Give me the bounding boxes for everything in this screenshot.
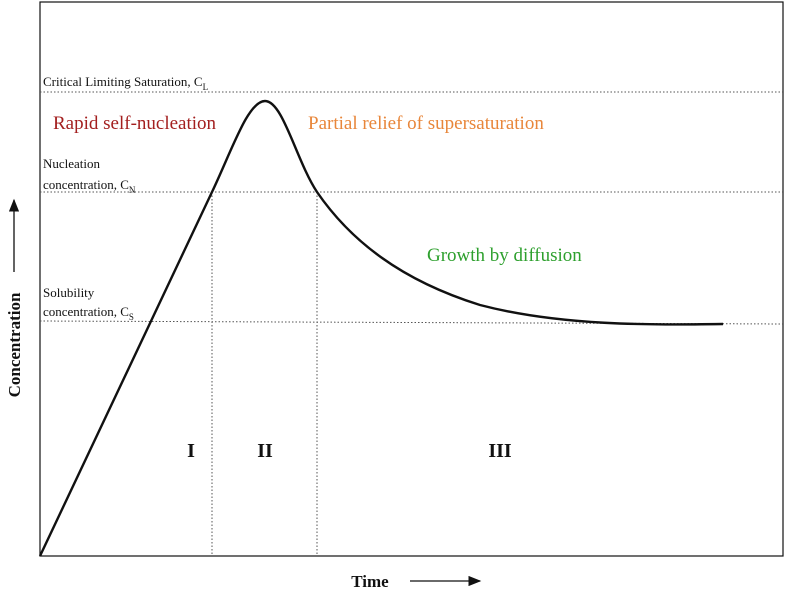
level-label: Solubility bbox=[43, 285, 95, 300]
plot-frame bbox=[39, 1, 784, 557]
concentration-curve bbox=[38, 99, 724, 557]
level-label-text: concentration, C bbox=[43, 177, 129, 192]
stage-label: III bbox=[488, 440, 512, 462]
level-label: concentration, CS bbox=[43, 304, 134, 322]
level-label: concentration, CN bbox=[43, 177, 136, 195]
level-label: Critical Limiting Saturation, CL bbox=[43, 74, 208, 92]
annotation: Rapid self-nucleation bbox=[53, 113, 217, 134]
x-axis-label: Time bbox=[351, 572, 389, 591]
level-label-text: concentration, C bbox=[43, 304, 129, 319]
subscript: L bbox=[203, 82, 209, 92]
stage-label: I bbox=[187, 440, 195, 462]
level-label: Nucleation bbox=[43, 156, 101, 171]
subscript: S bbox=[129, 312, 134, 322]
subscript: N bbox=[129, 185, 136, 195]
annotation: Partial relief of supersaturation bbox=[308, 113, 544, 134]
stage-label: II bbox=[257, 440, 273, 462]
level-label-text: Critical Limiting Saturation, C bbox=[43, 74, 203, 89]
annotation: Growth by diffusion bbox=[427, 245, 582, 266]
y-axis-label: Concentration bbox=[5, 292, 24, 397]
level-line bbox=[39, 320, 784, 325]
